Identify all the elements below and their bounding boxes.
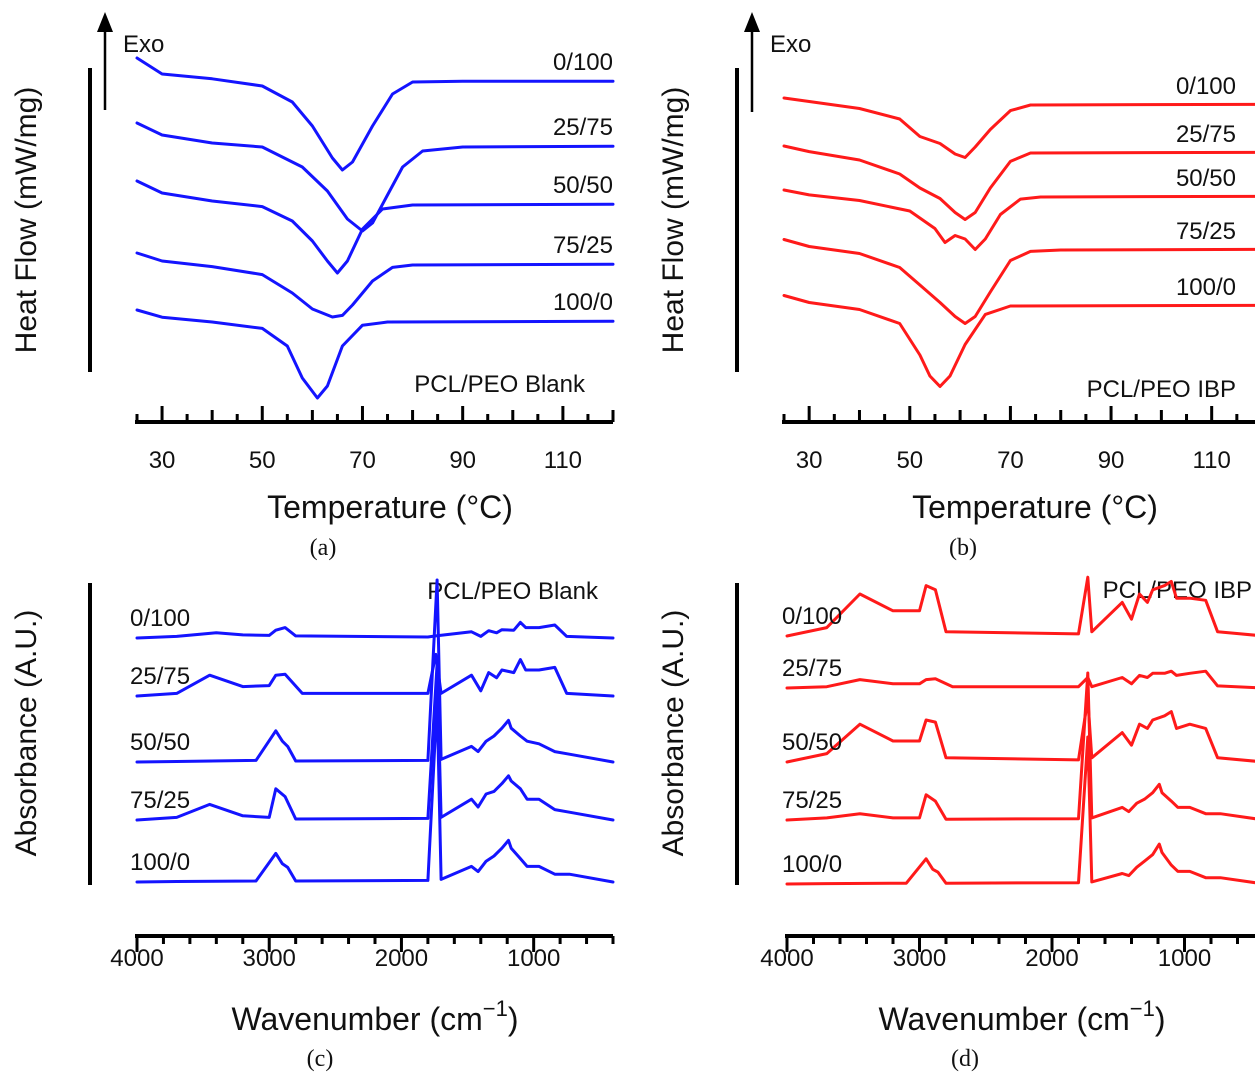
panel-title: PCL/PEO Blank [414, 371, 586, 398]
series-label: 75/25 [553, 232, 613, 259]
exo-label: Exo [770, 31, 811, 58]
series-label: 100/0 [553, 289, 613, 316]
series-line-50-50 [782, 188, 1255, 251]
series-label: 0/100 [1176, 73, 1236, 100]
x-tick-label: 2000 [1025, 945, 1078, 972]
panel-title: PCL/PEO Blank [427, 578, 599, 605]
panel-title: PCL/PEO IBP [1103, 577, 1252, 604]
series-line-0-100 [782, 96, 1255, 159]
panel-caption: (d) [951, 1046, 979, 1072]
series-line-75-25 [135, 662, 615, 822]
series-label: 25/75 [1176, 121, 1236, 148]
panel-title: PCL/PEO IBP [1087, 376, 1236, 403]
x-tick-label: 50 [896, 447, 923, 474]
series-line-50-50 [135, 578, 615, 764]
y-axis-label: Heat Flow (mW/mg) [10, 87, 43, 354]
series-label: 50/50 [1176, 165, 1236, 192]
series-label: 75/25 [130, 787, 190, 814]
panel-caption: (c) [307, 1046, 334, 1072]
x-axis-label: Temperature (°C) [267, 489, 513, 525]
series-line-50-50 [135, 179, 615, 275]
x-tick-label: 110 [544, 447, 582, 474]
series-label: 75/25 [1176, 218, 1236, 245]
series-line-100-0 [135, 698, 615, 884]
exo-label: Exo [123, 31, 164, 58]
y-axis-label: Heat Flow (mW/mg) [657, 87, 690, 354]
series-label: 100/0 [782, 851, 842, 878]
y-axis-label: Absorbance (A.U.) [10, 610, 43, 857]
series-line-0-100 [135, 620, 615, 640]
x-tick-label: 90 [1098, 447, 1125, 474]
x-tick-label: 70 [349, 447, 376, 474]
x-tick-label: 50 [249, 447, 276, 474]
x-tick-label: 30 [796, 447, 823, 474]
series-label: 0/100 [553, 49, 613, 76]
series-label: 0/100 [130, 605, 190, 632]
panel-caption: (b) [949, 535, 977, 561]
x-tick-label: 3000 [243, 945, 296, 972]
series-line-75-25 [135, 251, 615, 319]
series-line-75-25 [785, 671, 1255, 822]
series-line-0-100 [135, 56, 615, 172]
chart-panel-a: Exo 30 50 70 90 110 Temperature (°C) Heat Flow … [10, 12, 615, 561]
series-line-100-0 [782, 294, 1255, 388]
series-label: 0/100 [782, 603, 842, 630]
x-tick-label: 1000 [1158, 945, 1211, 972]
x-tick-label: 1000 [507, 945, 560, 972]
y-axis-label: Absorbance (A.U.) [657, 610, 690, 857]
x-tick-label: 90 [449, 447, 476, 474]
chart-panel-c: 4000 3000 2000 1000 Wavenumber (cm−1) Absorba… [10, 578, 615, 1072]
x-tick-label: 110 [1193, 447, 1231, 474]
series-line-50-50 [785, 697, 1255, 764]
x-tick-label: 4000 [760, 945, 813, 972]
chart-panel-b: Exo 30 50 70 90 110 Temperature (°C) Heat Flow … [657, 12, 1255, 561]
exo-arrow-head [744, 12, 760, 32]
panel-caption: (a) [310, 535, 337, 561]
x-axis-label: Wavenumber (cm−1) [231, 996, 518, 1037]
series-line-0-100 [785, 575, 1255, 638]
series-label: 25/75 [553, 114, 613, 141]
series-label: 75/25 [782, 787, 842, 814]
series-label: 50/50 [130, 729, 190, 756]
x-tick-label: 3000 [893, 945, 946, 972]
series-line-25-75 [785, 669, 1255, 690]
x-tick-label: 4000 [110, 945, 163, 972]
series-label: 25/75 [782, 655, 842, 682]
series-label: 100/0 [130, 849, 190, 876]
series-label: 50/50 [782, 729, 842, 756]
x-tick-label: 30 [149, 447, 176, 474]
exo-arrow-head [97, 12, 113, 32]
series-line-25-75 [782, 144, 1255, 221]
chart-panel-d: 4000 3000 2000 1000 Wavenumber (cm−1) Absorba… [657, 575, 1255, 1072]
series-label: 25/75 [130, 663, 190, 690]
series-label: 50/50 [553, 172, 613, 199]
x-tick-label: 70 [997, 447, 1024, 474]
x-tick-label: 2000 [375, 945, 428, 972]
x-axis-label: Wavenumber (cm−1) [878, 996, 1165, 1037]
series-line-100-0 [785, 735, 1255, 886]
series-line-25-75 [135, 652, 615, 698]
x-axis-label: Temperature (°C) [912, 489, 1158, 525]
series-label: 100/0 [1176, 274, 1236, 301]
series-line-25-75 [135, 121, 615, 233]
series-line-100-0 [135, 308, 615, 400]
series-line-75-25 [782, 238, 1255, 325]
